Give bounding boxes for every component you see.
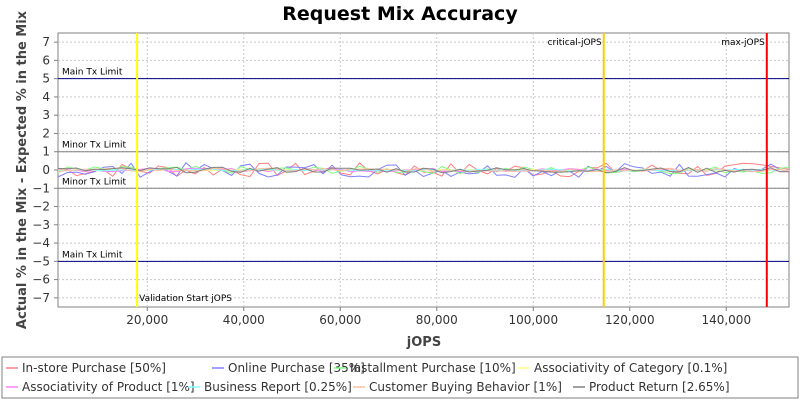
series-line — [57, 166, 790, 174]
x-tick-label: 40,000 — [223, 313, 265, 327]
x-axis-label: jOPS — [406, 335, 441, 350]
x-tick-label: 120,000 — [605, 313, 655, 327]
y-tick-label: −2 — [32, 200, 50, 214]
x-tick-label: 60,000 — [319, 313, 361, 327]
limit-label: Main Tx Limit — [62, 68, 123, 78]
series-line — [57, 162, 790, 178]
y-tick-label: 4 — [42, 90, 50, 104]
y-tick-label: −4 — [32, 236, 50, 250]
y-tick-label: 6 — [42, 53, 50, 67]
y-tick-label: −1 — [32, 181, 50, 195]
y-tick-label: 1 — [42, 145, 50, 159]
legend-item: Installment Purchase [10%] — [350, 361, 516, 375]
y-axis-label: Actual % in the Mix - Expected % in the … — [15, 10, 30, 329]
y-tick-label: 3 — [42, 108, 50, 122]
marker-label: Validation Start jOPS — [139, 294, 232, 304]
x-tick-label: 100,000 — [508, 313, 558, 327]
limit-label: Main Tx Limit — [62, 250, 123, 260]
marker-label: max-jOPS — [721, 38, 765, 48]
y-tick-label: 0 — [42, 163, 50, 177]
legend-item: Online Purchase [35%] — [228, 361, 365, 375]
legend-item: Business Report [0.25%] — [204, 380, 352, 394]
x-tick-label: 20,000 — [126, 313, 168, 327]
legend-box — [1, 356, 799, 399]
y-tick-label: 2 — [42, 126, 50, 140]
x-tick-label: 80,000 — [416, 313, 458, 327]
limit-lines: Main Tx Limit Minor Tx Limit Minor Tx Limi… — [58, 68, 789, 262]
series-line — [57, 165, 790, 175]
x-tick-label: 140,000 — [701, 313, 751, 327]
marker-label: critical-jOPS — [548, 38, 602, 48]
legend-item: Associativity of Product [1%] — [22, 380, 195, 394]
y-tick-label: −5 — [32, 254, 50, 268]
limit-label: Minor Tx Limit — [62, 177, 127, 187]
y-ticks: 7 6 5 4 3 2 1 0 −1 −2 −3 −4 −5 −6 −7 — [32, 35, 58, 305]
legend-item: Associativity of Category [0.1%] — [534, 361, 727, 375]
legend-item: Product Return [2.65%] — [589, 380, 730, 394]
y-tick-label: −7 — [32, 291, 50, 305]
legend-item: In-store Purchase [50%] — [22, 361, 166, 375]
marker-lines: Validation Start jOPS critical-jOPS max-jO… — [136, 33, 768, 307]
y-tick-label: −6 — [32, 273, 50, 287]
limit-label: Minor Tx Limit — [62, 141, 127, 151]
legend: In-store Purchase [50%] Online Purchase [… — [1, 356, 799, 399]
chart-title: Request Mix Accuracy — [282, 3, 518, 25]
y-tick-label: 7 — [42, 35, 50, 49]
y-tick-label: 5 — [42, 72, 50, 86]
x-ticks: 20,000 40,000 60,000 80,000 100,000 120,000 14… — [126, 307, 751, 327]
legend-item: Customer Buying Behavior [1%] — [369, 380, 562, 394]
series-lines — [57, 162, 790, 178]
y-tick-label: −3 — [32, 218, 50, 232]
